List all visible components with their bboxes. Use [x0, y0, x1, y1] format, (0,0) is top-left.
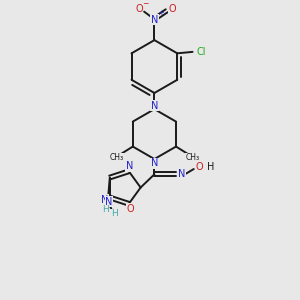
Text: Cl: Cl: [196, 46, 206, 57]
Text: N: N: [126, 161, 133, 171]
Text: O: O: [135, 4, 143, 14]
Text: N: N: [105, 196, 112, 207]
Text: N: N: [101, 195, 108, 205]
Text: H: H: [206, 162, 214, 172]
Text: N: N: [178, 169, 186, 179]
Text: H: H: [102, 205, 109, 214]
Text: CH₃: CH₃: [185, 153, 200, 162]
Text: N: N: [151, 15, 158, 25]
Text: −: −: [142, 0, 148, 8]
Text: N: N: [151, 158, 158, 169]
Text: N: N: [151, 100, 158, 111]
Text: +: +: [158, 10, 164, 16]
Text: CH₃: CH₃: [109, 153, 123, 162]
Text: O: O: [127, 204, 134, 214]
Text: O: O: [196, 162, 203, 172]
Text: O: O: [169, 4, 176, 14]
Text: H: H: [111, 209, 118, 218]
